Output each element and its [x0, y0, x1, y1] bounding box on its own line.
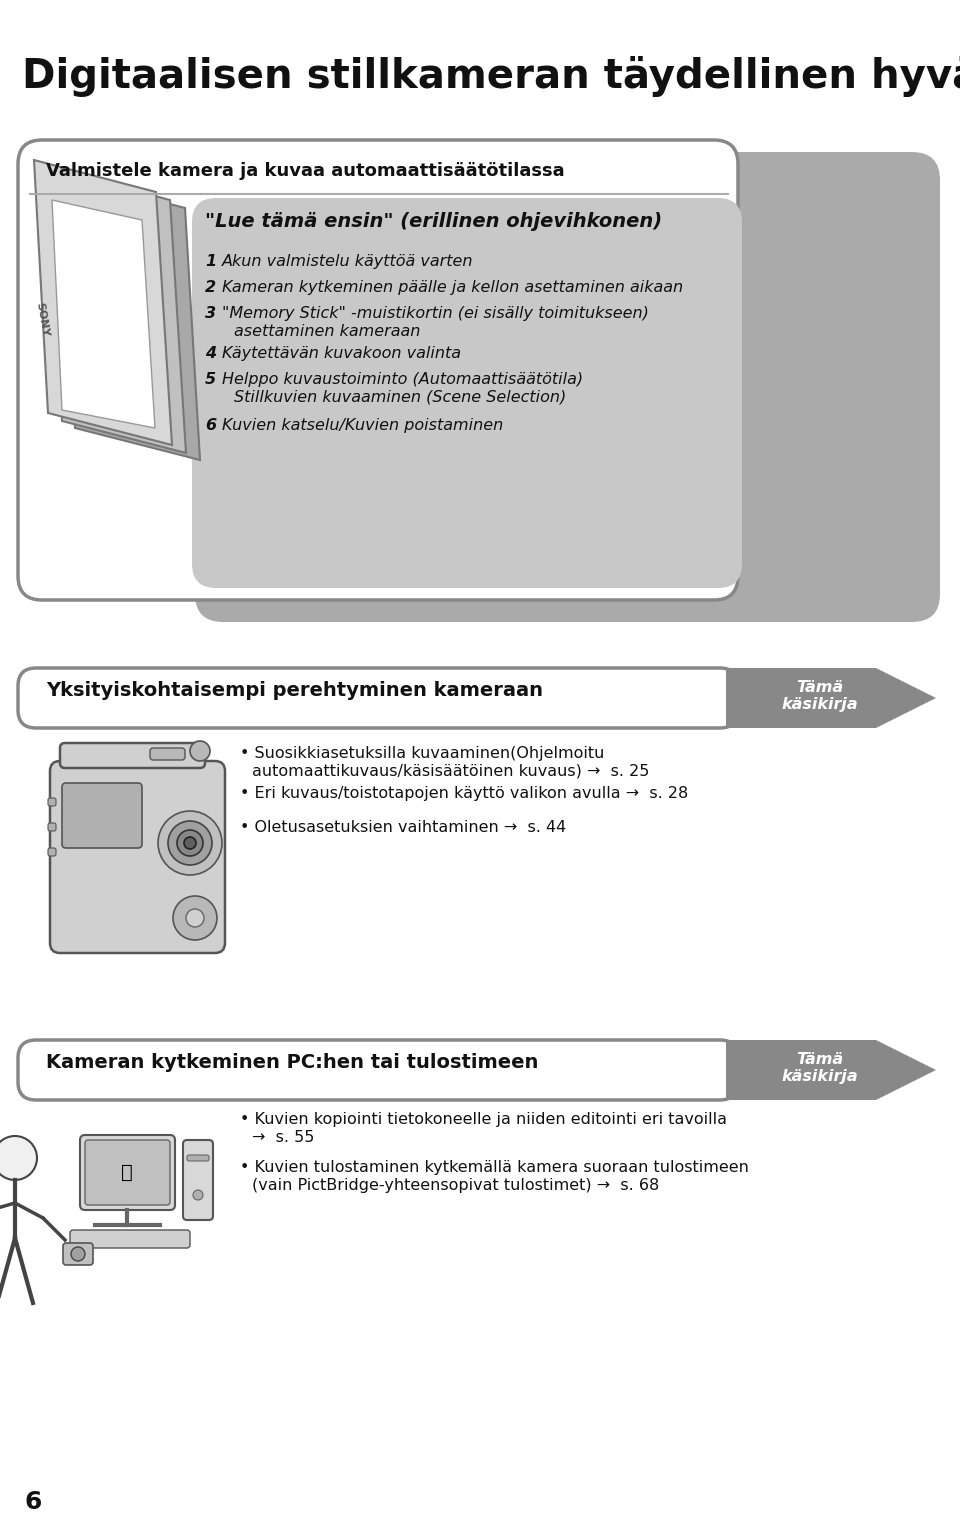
FancyBboxPatch shape — [85, 1140, 170, 1205]
Polygon shape — [48, 169, 186, 453]
Text: Kuvien katselu/Kuvien poistaminen: Kuvien katselu/Kuvien poistaminen — [222, 418, 503, 433]
FancyBboxPatch shape — [183, 1140, 213, 1221]
Text: 1: 1 — [205, 254, 216, 269]
Polygon shape — [34, 160, 172, 445]
Text: Kameran kytkeminen PC:hen tai tulostimeen: Kameran kytkeminen PC:hen tai tulostimee… — [46, 1053, 539, 1072]
Text: 🐕: 🐕 — [121, 1163, 132, 1181]
FancyBboxPatch shape — [48, 822, 56, 831]
Text: SONY: SONY — [34, 302, 50, 337]
FancyBboxPatch shape — [60, 743, 205, 768]
FancyBboxPatch shape — [18, 140, 738, 600]
Circle shape — [186, 909, 204, 927]
FancyBboxPatch shape — [50, 762, 225, 953]
Text: 2: 2 — [205, 280, 216, 295]
Text: Stillkuvien kuvaaminen (Scene Selection): Stillkuvien kuvaaminen (Scene Selection) — [234, 391, 566, 404]
FancyBboxPatch shape — [18, 667, 738, 728]
Text: 5: 5 — [205, 372, 216, 388]
Text: Digitaalisen stillkameran täydellinen hyväksikäyttö: Digitaalisen stillkameran täydellinen hy… — [22, 56, 960, 97]
Text: Tämä
käsikirja: Tämä käsikirja — [781, 679, 858, 713]
Text: Helppo kuvaustoiminto (Automaattisäätötila): Helppo kuvaustoiminto (Automaattisäätöti… — [222, 372, 583, 388]
Text: "Memory Stick" -muistikortin (ei sisälly toimitukseen): "Memory Stick" -muistikortin (ei sisälly… — [222, 306, 649, 321]
Text: • Oletusasetuksien vaihtaminen →  s. 44: • Oletusasetuksien vaihtaminen → s. 44 — [240, 819, 566, 834]
FancyBboxPatch shape — [187, 1155, 209, 1161]
Text: • Kuvien tulostaminen kytkemällä kamera suoraan tulostimeen: • Kuvien tulostaminen kytkemällä kamera … — [240, 1160, 749, 1175]
Text: 6: 6 — [24, 1490, 41, 1514]
FancyBboxPatch shape — [48, 798, 56, 806]
FancyBboxPatch shape — [18, 1040, 738, 1100]
Text: • Eri kuvaus/toistotapojen käyttö valikon avulla →  s. 28: • Eri kuvaus/toistotapojen käyttö valiko… — [240, 786, 688, 801]
Text: Akun valmistelu käyttöä varten: Akun valmistelu käyttöä varten — [222, 254, 473, 269]
FancyBboxPatch shape — [62, 783, 142, 848]
FancyBboxPatch shape — [192, 198, 742, 588]
Text: • Kuvien kopiointi tietokoneelle ja niiden editointi eri tavoilla: • Kuvien kopiointi tietokoneelle ja niid… — [240, 1113, 727, 1126]
Circle shape — [71, 1246, 85, 1262]
Polygon shape — [726, 667, 936, 728]
Circle shape — [184, 838, 196, 850]
Text: Käytettävän kuvakoon valinta: Käytettävän kuvakoon valinta — [222, 347, 461, 362]
FancyBboxPatch shape — [70, 1230, 190, 1248]
Circle shape — [158, 812, 222, 876]
Circle shape — [0, 1135, 37, 1180]
FancyBboxPatch shape — [80, 1135, 175, 1210]
Text: →  s. 55: → s. 55 — [252, 1129, 314, 1145]
Polygon shape — [62, 176, 200, 461]
Circle shape — [173, 895, 217, 939]
Text: Kameran kytkeminen päälle ja kellon asettaminen aikaan: Kameran kytkeminen päälle ja kellon aset… — [222, 280, 684, 295]
Polygon shape — [726, 1040, 936, 1100]
Text: • Suosikkiasetuksilla kuvaaminen(Ohjelmoitu: • Suosikkiasetuksilla kuvaaminen(Ohjelmo… — [240, 746, 605, 762]
Text: 3: 3 — [205, 306, 216, 321]
Text: "Lue tämä ensin" (erillinen ohjevihkonen): "Lue tämä ensin" (erillinen ohjevihkonen… — [205, 211, 662, 231]
Text: Yksityiskohtaisempi perehtyminen kameraan: Yksityiskohtaisempi perehtyminen kameraa… — [46, 681, 543, 701]
FancyBboxPatch shape — [150, 748, 185, 760]
Text: 6: 6 — [205, 418, 216, 433]
Polygon shape — [52, 201, 155, 429]
Circle shape — [168, 821, 212, 865]
Text: Valmistele kamera ja kuvaa automaattisäätötilassa: Valmistele kamera ja kuvaa automaattisää… — [46, 163, 564, 179]
Circle shape — [177, 830, 203, 856]
FancyBboxPatch shape — [195, 152, 940, 622]
Circle shape — [190, 742, 210, 762]
Text: Tämä
käsikirja: Tämä käsikirja — [781, 1052, 858, 1084]
Circle shape — [193, 1190, 203, 1199]
FancyBboxPatch shape — [63, 1243, 93, 1265]
Text: asettaminen kameraan: asettaminen kameraan — [234, 324, 420, 339]
Text: 4: 4 — [205, 347, 216, 362]
FancyBboxPatch shape — [48, 848, 56, 856]
Text: automaattikuvaus/käsisäätöinen kuvaus) →  s. 25: automaattikuvaus/käsisäätöinen kuvaus) →… — [252, 765, 649, 778]
Text: (vain PictBridge-yhteensopivat tulostimet) →  s. 68: (vain PictBridge-yhteensopivat tulostime… — [252, 1178, 660, 1193]
